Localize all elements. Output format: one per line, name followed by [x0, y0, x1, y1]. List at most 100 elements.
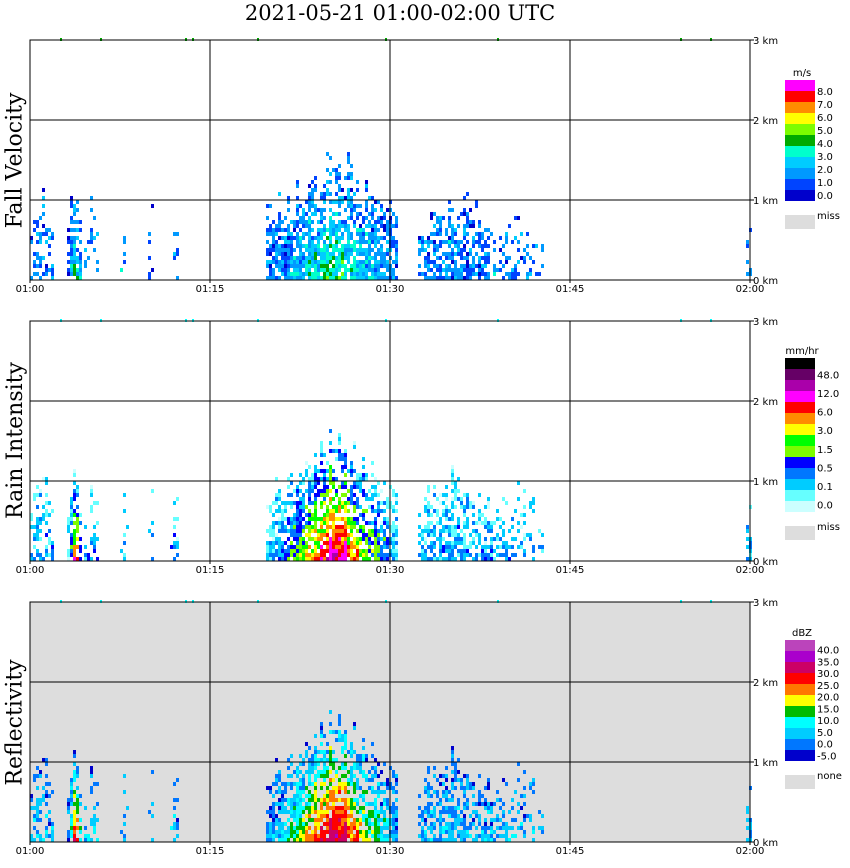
- heatmap-cell: [442, 545, 445, 549]
- heatmap-cell: [532, 557, 535, 561]
- heatmap-cell: [478, 834, 481, 838]
- heatmap-cell: [380, 553, 383, 557]
- heatmap-cell: [93, 248, 96, 252]
- heatmap-cell: [368, 529, 371, 533]
- heatmap-cell: [296, 782, 299, 786]
- heatmap-cell: [418, 264, 421, 268]
- heatmap-cell: [368, 252, 371, 256]
- heatmap-cell: [302, 545, 305, 549]
- heatmap-cell: [362, 216, 365, 220]
- heatmap-cell: [76, 208, 79, 212]
- heatmap-cell: [70, 240, 73, 244]
- heatmap-cell: [478, 794, 481, 798]
- heatmap-cell: [320, 260, 323, 264]
- heatmap-cell: [386, 248, 389, 252]
- heatmap-cell: [338, 224, 341, 228]
- heatmap-cell: [359, 830, 362, 834]
- heatmap-cell: [472, 224, 475, 228]
- heatmap-cell: [287, 553, 290, 557]
- heatmap-cell: [350, 557, 353, 561]
- heatmap-cell: [374, 529, 377, 533]
- heatmap-cell: [439, 549, 442, 553]
- heatmap-cell: [326, 489, 329, 493]
- heatmap-cell: [45, 481, 48, 485]
- x-tick-label: 01:00: [16, 565, 45, 576]
- heatmap-cell: [272, 525, 275, 529]
- heatmap-cell: [332, 256, 335, 260]
- colorbar-segment: [785, 501, 815, 512]
- heatmap-cell: [36, 553, 39, 557]
- heatmap-cell: [451, 228, 454, 232]
- heatmap-cell: [371, 212, 374, 216]
- heatmap-cell: [123, 838, 126, 842]
- heatmap-cell: [73, 802, 76, 806]
- heatmap-cell: [320, 545, 323, 549]
- heatmap-cell: [430, 232, 433, 236]
- heatmap-cell: [39, 810, 42, 814]
- heatmap-cell: [73, 264, 76, 268]
- heatmap-cell: [296, 537, 299, 541]
- heatmap-cell: [451, 746, 454, 750]
- heatmap-cell: [323, 762, 326, 766]
- heatmap-cell: [341, 465, 344, 469]
- heatmap-cell: [269, 509, 272, 513]
- heatmap-cell: [30, 838, 33, 842]
- heatmap-cell: [475, 834, 478, 838]
- heatmap-cell: [478, 240, 481, 244]
- heatmap-cell: [347, 156, 350, 160]
- heatmap-cell: [383, 272, 386, 276]
- heatmap-cell: [496, 798, 499, 802]
- heatmap-cell: [374, 533, 377, 537]
- heatmap-cell: [380, 834, 383, 838]
- heatmap-cell: [305, 521, 308, 525]
- heatmap-cell: [326, 798, 329, 802]
- heatmap-cell: [362, 537, 365, 541]
- heatmap-cell: [299, 818, 302, 822]
- heatmap-cell: [353, 268, 356, 272]
- heatmap-cell: [374, 485, 377, 489]
- heatmap-cell: [356, 216, 359, 220]
- heatmap-cell: [173, 557, 176, 561]
- heatmap-cell: [338, 433, 341, 437]
- heatmap-cell: [338, 714, 341, 718]
- heatmap-cell: [317, 493, 320, 497]
- heatmap-cell: [505, 272, 508, 276]
- heatmap-cell: [299, 216, 302, 220]
- heatmap-cell: [529, 533, 532, 537]
- heatmap-cell: [329, 429, 332, 433]
- heatmap-cell: [424, 276, 427, 280]
- heatmap-cell: [457, 806, 460, 810]
- heatmap-cell: [323, 276, 326, 280]
- heatmap-cell: [478, 244, 481, 248]
- heatmap-cell: [51, 545, 54, 549]
- heatmap-cell: [454, 244, 457, 248]
- heatmap-cell: [314, 810, 317, 814]
- heatmap-cell: [368, 537, 371, 541]
- heatmap-cell: [439, 557, 442, 561]
- heatmap-cell: [287, 240, 290, 244]
- heatmap-cell: [269, 525, 272, 529]
- heatmap-cell: [329, 770, 332, 774]
- heatmap-cell: [33, 228, 36, 232]
- heatmap-cell: [299, 513, 302, 517]
- heatmap-cell: [383, 782, 386, 786]
- heatmap-cell: [323, 810, 326, 814]
- heatmap-cell: [305, 461, 308, 465]
- heatmap-cell: [383, 557, 386, 561]
- heatmap-cell: [418, 834, 421, 838]
- heatmap-cell: [445, 838, 448, 842]
- heatmap-cell: [523, 802, 526, 806]
- heatmap-cell: [302, 826, 305, 830]
- heatmap-cell: [392, 236, 395, 240]
- heatmap-cell: [335, 232, 338, 236]
- heatmap-cell: [365, 252, 368, 256]
- heatmap-cell: [338, 533, 341, 537]
- heatmap-cell: [484, 802, 487, 806]
- heatmap-cell: [73, 521, 76, 525]
- heatmap-cell: [308, 497, 311, 501]
- heatmap-cell: [380, 770, 383, 774]
- heatmap-cell: [377, 260, 380, 264]
- heatmap-cell: [290, 553, 293, 557]
- heatmap-cell: [374, 553, 377, 557]
- heatmap-cell: [302, 786, 305, 790]
